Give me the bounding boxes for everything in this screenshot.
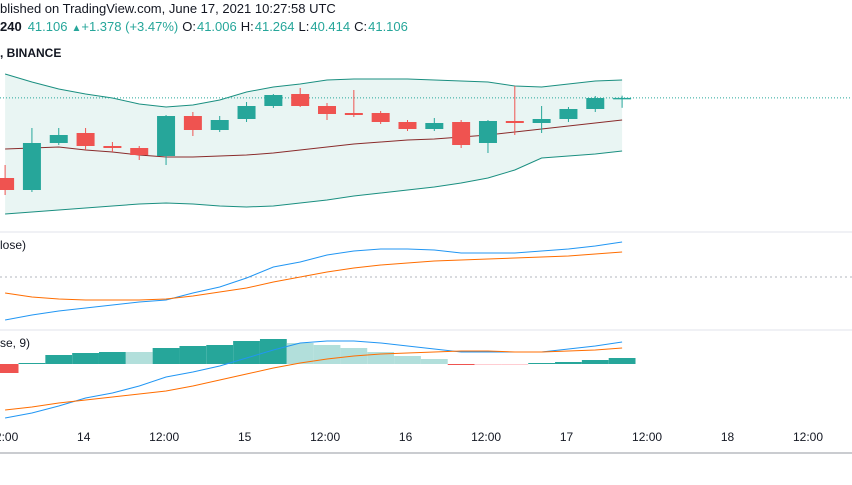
band-fill — [5, 74, 623, 214]
histogram-bar — [474, 364, 502, 365]
histogram-bar — [313, 345, 341, 364]
candle-body — [398, 122, 417, 129]
x-tick-label: 12:00 — [0, 430, 19, 444]
histogram-bar — [394, 356, 421, 364]
pane-title: se, 9) — [0, 336, 30, 350]
open-value: 41.006 — [196, 19, 237, 34]
x-tick-label: 14 — [77, 430, 91, 444]
x-tick-label: 17 — [560, 430, 574, 444]
close-label: C: — [354, 19, 368, 34]
candle-body — [371, 113, 390, 122]
x-tick-label: 12:00 — [632, 430, 662, 444]
indicator-line — [5, 251, 623, 301]
candle-body — [318, 106, 337, 114]
x-tick-label: 12:00 — [310, 430, 340, 444]
candle-body — [130, 148, 149, 155]
histogram-bar — [206, 345, 234, 364]
histogram-bar — [45, 355, 73, 364]
histogram-bar — [286, 343, 314, 364]
histogram-bar — [501, 364, 529, 365]
histogram-bar — [555, 362, 582, 364]
candle-body — [559, 109, 578, 119]
candle-body — [613, 97, 632, 100]
candle-body — [344, 113, 363, 115]
x-tick-label: 16 — [399, 430, 413, 444]
candle-body — [425, 123, 444, 129]
candle-body — [49, 135, 68, 143]
histogram-bar — [608, 358, 636, 364]
histogram-bar — [18, 363, 46, 364]
histogram-bar — [99, 352, 126, 364]
candle-body — [210, 120, 229, 130]
candle-body — [76, 133, 95, 146]
x-tick-label: 18 — [721, 430, 735, 444]
histogram-bar — [447, 364, 475, 365]
histogram-bar — [581, 360, 609, 364]
histogram-bar — [72, 353, 99, 364]
histogram-bar — [125, 352, 153, 364]
histogram-bar — [259, 339, 287, 364]
low-label: L: — [298, 19, 310, 34]
indicator-line — [5, 119, 623, 158]
indicator-line — [5, 347, 623, 411]
candle-body — [0, 178, 15, 190]
candle-body — [291, 94, 310, 106]
histogram-bar — [233, 341, 260, 364]
candle-body — [452, 122, 471, 145]
candle-body — [157, 116, 176, 156]
candle-body — [505, 121, 524, 123]
last-price: 41.106 — [27, 19, 68, 34]
change: +1.378 (+3.47%) — [81, 19, 179, 34]
up-arrow: ▲ — [71, 23, 82, 34]
candle-body — [22, 143, 41, 190]
candle-body — [264, 95, 283, 106]
low-value: 40.414 — [310, 19, 351, 34]
candle-body — [532, 119, 551, 123]
candle-body — [586, 98, 605, 109]
published-note: blished on TradingView.com, June 17, 202… — [0, 1, 336, 16]
histogram-bar — [420, 359, 448, 364]
candle-body — [103, 146, 122, 148]
x-tick-label: 12:00 — [471, 430, 501, 444]
interval: 240 — [0, 19, 22, 34]
candle-body — [478, 121, 497, 143]
x-tick-label: 15 — [238, 430, 252, 444]
indicator-line — [5, 150, 623, 215]
x-tick-label: 12:00 — [149, 430, 179, 444]
high-value: 41.264 — [254, 19, 295, 34]
symbol: , BINANCE — [0, 46, 62, 60]
indicator-line — [5, 340, 623, 419]
ohlc-bar: 240 41.106 ▲+1.378 (+3.47%) O:41.006 H:41.26… — [0, 19, 412, 34]
candle-body — [237, 106, 256, 119]
histogram-bar — [179, 346, 207, 364]
pane-title: lose) — [0, 238, 26, 252]
close-value: 41.106 — [368, 19, 408, 34]
histogram-bar — [152, 348, 180, 364]
histogram-bar — [528, 363, 556, 364]
histogram-bar — [0, 364, 19, 373]
indicator-line — [4, 73, 623, 108]
x-tick-label: 12:00 — [793, 430, 823, 444]
high-label: H: — [240, 19, 254, 34]
indicator-line — [5, 241, 623, 321]
open-label: O: — [182, 19, 196, 34]
candle-body — [183, 116, 202, 130]
